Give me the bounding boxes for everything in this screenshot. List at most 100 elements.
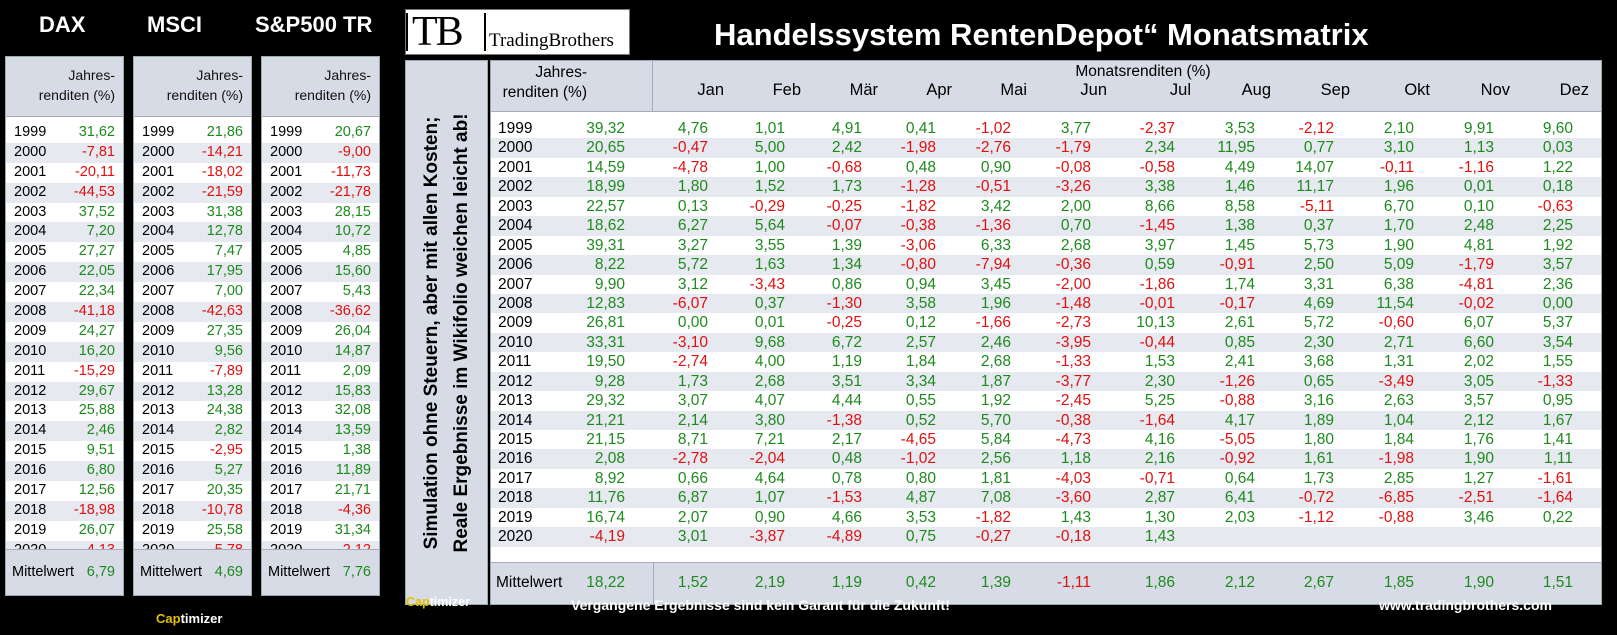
table-row: 2005 27,27: [6, 242, 123, 262]
monthly-return-cell: 0,80: [905, 469, 936, 487]
monthly-return-cell: 3,97: [1144, 236, 1175, 254]
return-cell: 2,82: [214, 422, 243, 439]
return-cell: -21,78: [329, 183, 371, 200]
year-cell: 2009: [142, 322, 175, 339]
matrix-row: 2000 20,65 -0,47 5,00 2,42 -1,98 -2,76 -1,79 2,3…: [491, 138, 1601, 158]
website-link[interactable]: www.tradingbrothers.com: [1379, 597, 1552, 613]
monthly-return-cell: -1,66: [975, 314, 1011, 332]
monthly-return-cell: 3,51: [831, 372, 862, 390]
mittelwert-cell: 1,90: [1463, 574, 1494, 591]
year-cell: 2000: [270, 143, 303, 160]
monthly-return-cell: -0,88: [1378, 508, 1414, 526]
table-row: 2000 -7,81: [6, 142, 123, 163]
table-row: 2016 5,27: [134, 461, 251, 482]
year-cell: 2013: [142, 402, 175, 419]
table-row: 2001 -18,02: [134, 163, 251, 183]
month-header: Mär: [849, 81, 878, 99]
monthly-return-cell: -5,05: [1219, 431, 1255, 448]
monthly-return-cell: 1,45: [1224, 236, 1255, 254]
matrix-row: 2010 33,31 -3,10 9,68 6,72 2,57 2,46 -3,95 -0,44…: [491, 332, 1601, 353]
year-cell: 2012: [14, 382, 47, 399]
month-header: Apr: [926, 81, 952, 99]
return-cell: 13,59: [334, 422, 371, 439]
table-row: 2019 25,58: [134, 521, 251, 541]
annual-return-cell: 16,74: [586, 508, 625, 526]
monthly-return-cell: 3,01: [677, 528, 708, 546]
year-cell: 1999: [14, 124, 47, 140]
monthly-return-cell: 2,68: [754, 372, 785, 390]
return-cell: -18,02: [201, 163, 243, 180]
monthly-return-cell: -6,85: [1378, 489, 1414, 507]
monthly-return-cell: 0,78: [831, 469, 862, 487]
monthly-return-cell: -3,60: [1055, 489, 1091, 507]
mittelwert-cell: 2,12: [1224, 574, 1255, 591]
index-panel-0: Jahres-renditen (%) 1999 31,62 2000 -7,81 200…: [5, 56, 124, 596]
monthly-return-cell: 0,85: [1224, 333, 1255, 351]
year-cell: 2011: [142, 362, 174, 379]
monthly-return-cell: 0,59: [1144, 256, 1175, 274]
year-cell: 2014: [142, 422, 175, 439]
return-cell: 25,88: [78, 402, 115, 419]
monthly-return-cell: 0,37: [1303, 217, 1334, 235]
monthly-return-cell: 1,96: [980, 294, 1011, 312]
return-cell: 26,04: [334, 322, 371, 339]
monthly-return-cell: 0,66: [677, 469, 708, 487]
month-header: Sep: [1320, 81, 1350, 99]
monthly-return-cell: 3,10: [1383, 139, 1414, 157]
year-cell: 2010: [14, 342, 47, 359]
monthly-return-cell: 6,41: [1224, 489, 1255, 507]
monthly-return-cell: 3,54: [1542, 333, 1573, 351]
monthly-return-cell: 3,07: [677, 392, 708, 410]
return-cell: -7,81: [81, 143, 115, 160]
monthly-return-cell: -1,26: [1219, 372, 1255, 390]
year-cell: 2007: [270, 283, 303, 300]
disclaimer: Vergangene Ergebnisse sind kein Garant f…: [571, 597, 950, 613]
monthly-return-cell: 2,56: [980, 450, 1011, 468]
monatsmatrix-table: Jahres- renditen (%) Monatsrenditen (%) …: [490, 60, 1602, 605]
table-row: 2014 2,82: [134, 421, 251, 442]
mittelwert-cell: 1,51: [1542, 574, 1573, 591]
table-row: 2015 1,38: [262, 441, 379, 461]
return-cell: 9,56: [214, 342, 243, 359]
monthly-return-cell: 4,81: [1463, 236, 1494, 254]
table-row: 2008 -36,62: [262, 302, 379, 322]
table-row: 2017 21,71: [262, 481, 379, 501]
annual-return-cell: 9,90: [594, 275, 625, 293]
monthly-return-cell: 1,43: [1060, 508, 1091, 526]
return-cell: 22,34: [78, 283, 115, 300]
year-cell: 2008: [14, 303, 47, 320]
monthly-return-cell: 1,31: [1383, 353, 1414, 371]
mittelwert-cell: 2,67: [1303, 574, 1334, 591]
monthly-return-cell: -0,72: [1298, 489, 1334, 507]
monthly-return-cell: 4,66: [831, 508, 862, 526]
monthly-return-cell: 9,60: [1542, 120, 1573, 137]
return-cell: -4,36: [337, 501, 371, 518]
jahresrenditen-header: Jahres-renditen (%): [38, 67, 115, 103]
month-header: Mai: [1000, 81, 1027, 99]
year-cell: 2017: [270, 482, 303, 499]
year-cell: 2002: [498, 178, 533, 196]
table-row: 2004 10,72: [262, 222, 379, 243]
monthly-return-cell: 0,00: [1542, 294, 1573, 312]
monthly-return-cell: 2,63: [1383, 392, 1414, 410]
return-cell: -7,89: [209, 362, 243, 379]
table-row: 2005 4,85: [262, 242, 379, 262]
monthly-return-cell: 8,71: [677, 431, 708, 448]
monthly-return-cell: -0,60: [1378, 314, 1414, 332]
monthly-return-cell: -3,06: [900, 236, 936, 254]
year-cell: 2007: [142, 283, 175, 300]
return-cell: 7,47: [214, 243, 243, 260]
monthly-return-cell: 5,84: [980, 431, 1011, 448]
monthly-return-cell: 0,64: [1224, 469, 1255, 487]
monthly-return-cell: -0,08: [1055, 158, 1091, 176]
monthly-return-cell: -1,64: [1139, 411, 1175, 429]
monthly-return-cell: 6,70: [1383, 197, 1414, 215]
monthly-return-cell: 2,02: [1463, 353, 1494, 371]
year-cell: 2020: [498, 528, 533, 546]
monthly-return-cell: -0,36: [1055, 256, 1091, 274]
year-cell: 2006: [498, 256, 533, 274]
monthly-return-cell: 2,57: [905, 333, 936, 351]
year-cell: 2010: [498, 333, 533, 351]
matrix-row: 2011 19,50 -2,74 4,00 1,19 1,84 2,68 -1,33 1,53 2…: [491, 352, 1601, 371]
year-cell: 2004: [270, 223, 303, 240]
